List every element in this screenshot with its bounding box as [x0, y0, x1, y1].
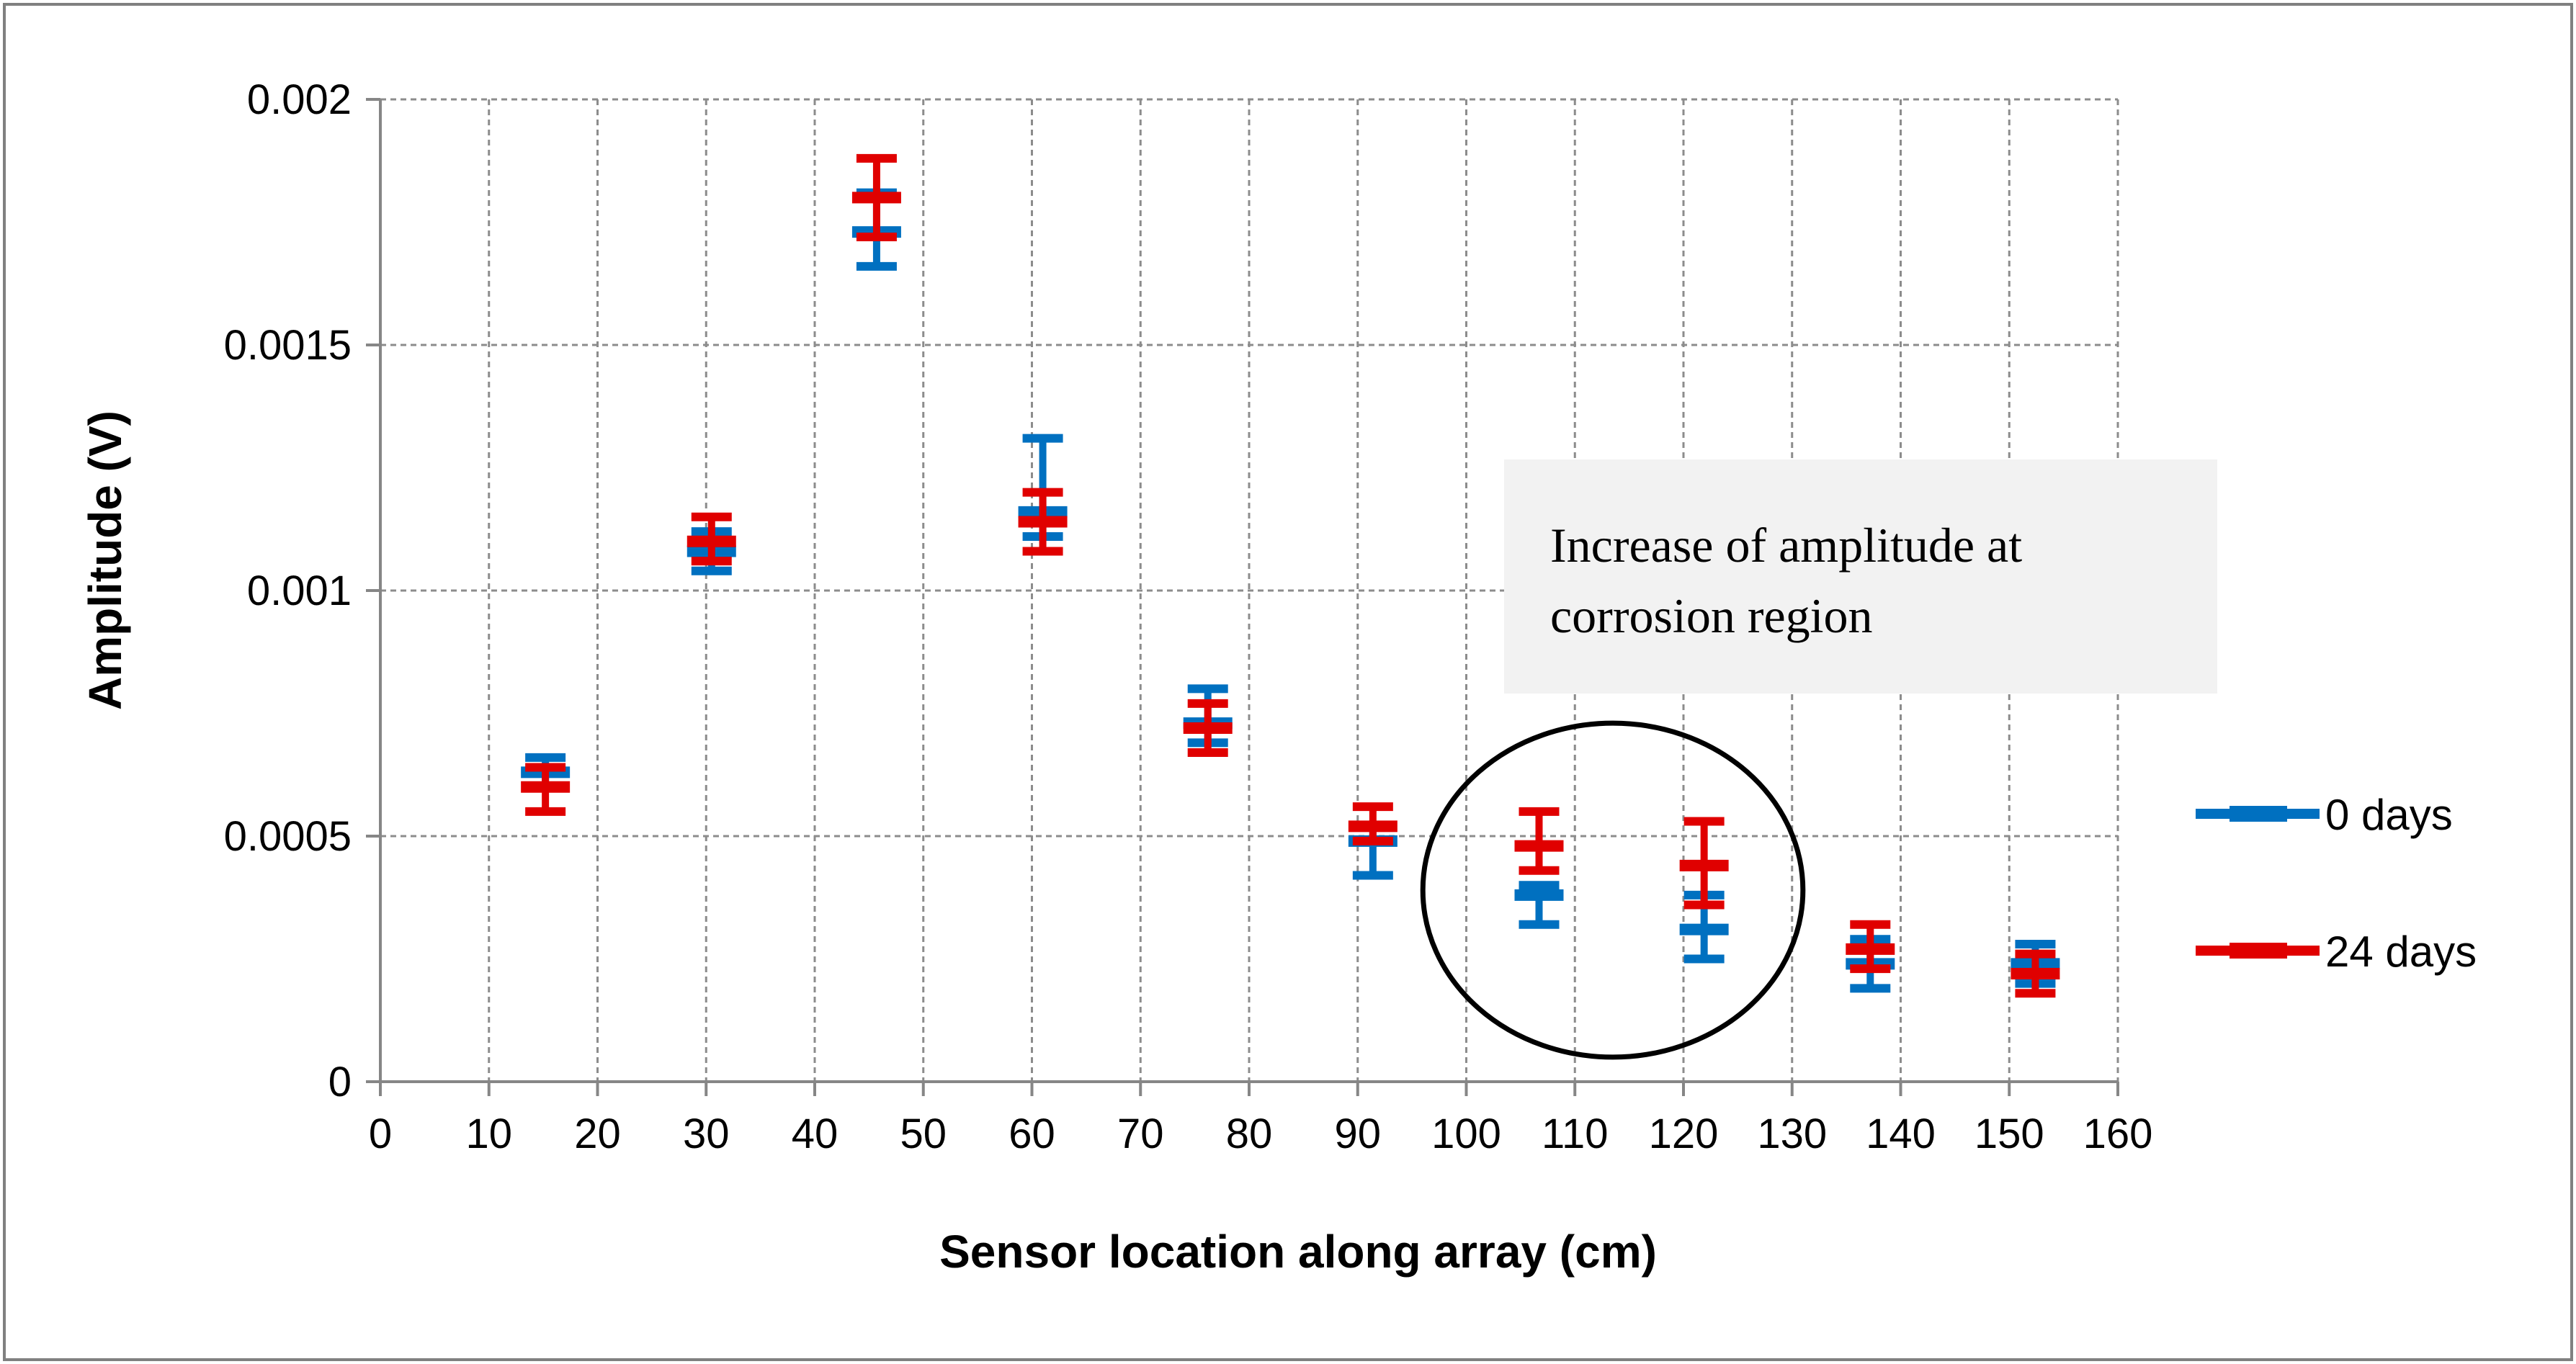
y-axis-title: Amplitude (V)	[79, 410, 131, 710]
x-tick-label: 40	[792, 1111, 838, 1157]
data-point	[851, 153, 901, 241]
annotation-line-1: Increase of amplitude at	[1550, 518, 2022, 573]
data-point	[2011, 949, 2060, 998]
x-tick-label: 30	[683, 1111, 730, 1157]
x-tick-label: 60	[1009, 1111, 1055, 1157]
x-tick-label: 10	[465, 1111, 512, 1157]
x-tick-label: 70	[1117, 1111, 1164, 1157]
data-point	[1514, 807, 1564, 875]
data-point	[687, 512, 736, 566]
x-tick-label: 100	[1431, 1111, 1501, 1157]
gridlines	[380, 98, 2119, 1082]
legend-item-24-days: 24 days	[2196, 928, 2477, 976]
y-tick-label: 0.002	[247, 76, 352, 123]
legend-label-0-days: 0 days	[2325, 791, 2453, 839]
x-tick-label: 90	[1334, 1111, 1381, 1157]
x-tick-label: 80	[1226, 1111, 1273, 1157]
series-24-days	[521, 153, 2060, 998]
y-tick-label: 0.001	[247, 567, 352, 614]
x-tick-label: 140	[1866, 1111, 1936, 1157]
data-point	[1018, 488, 1068, 556]
data-point	[1514, 881, 1564, 929]
y-tick-label: 0.0015	[224, 322, 352, 369]
legend-item-0-days: 0 days	[2196, 791, 2453, 839]
x-tick-label: 0	[369, 1111, 392, 1157]
y-tick-label: 0.0005	[224, 813, 352, 860]
data-point	[521, 763, 571, 816]
data-point	[1183, 699, 1233, 758]
annotation-box	[1504, 459, 2217, 694]
corrosion-region-ellipse	[1420, 720, 1806, 1060]
legend-label-24-days: 24 days	[2325, 928, 2477, 976]
x-tick-label: 150	[1975, 1111, 2044, 1157]
x-tick-label: 160	[2083, 1111, 2153, 1157]
annotation: Increase of amplitude at corrosion regio…	[1420, 459, 2217, 1060]
x-tick-label: 50	[900, 1111, 947, 1157]
data-point	[1679, 817, 1729, 910]
x-tick-label: 110	[1542, 1111, 1608, 1157]
x-tick-label: 20	[574, 1111, 621, 1157]
x-axis-title: Sensor location along array (cm)	[939, 1226, 1657, 1278]
x-tick-label: 120	[1649, 1111, 1719, 1157]
legend: 0 days 24 days	[2196, 791, 2477, 976]
y-tick-label: 0	[328, 1059, 352, 1105]
data-point	[1846, 920, 1895, 974]
annotation-line-2: corrosion region	[1550, 588, 1873, 643]
data-series	[521, 153, 2060, 998]
tick-labels: 0 10 20 30 40 50 60 70 80 90 100 110 120 130 140 150 160…	[224, 76, 2153, 1157]
axes	[366, 98, 2119, 1096]
x-tick-label: 130	[1757, 1111, 1827, 1157]
data-point	[1348, 802, 1397, 845]
